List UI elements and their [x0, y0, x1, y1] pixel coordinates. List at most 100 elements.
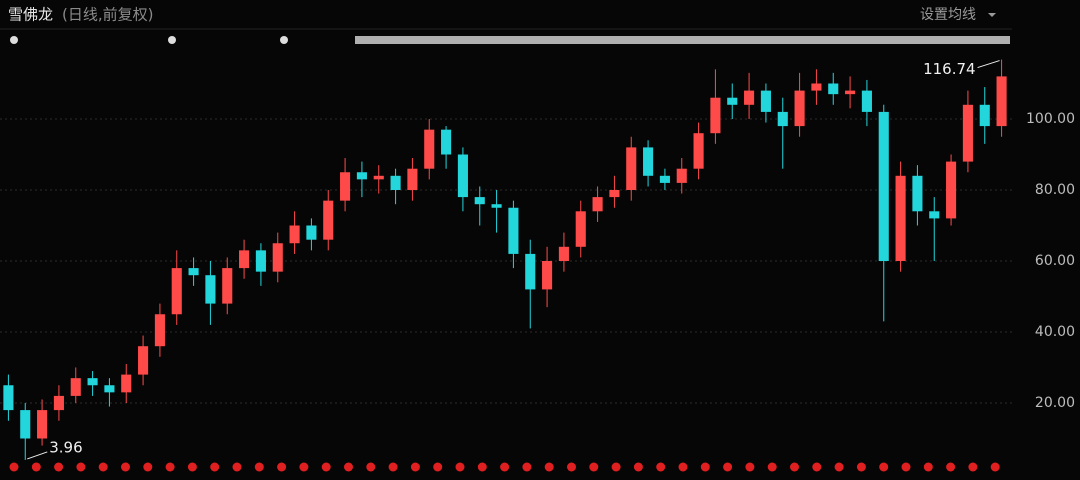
dividend-marker — [477, 462, 487, 472]
candle-body — [895, 175, 906, 261]
dividend-marker — [366, 462, 376, 472]
dividend-marker — [232, 462, 242, 472]
candle-body — [542, 261, 553, 290]
dividend-marker — [321, 462, 331, 472]
dividend-marker — [455, 462, 465, 472]
dividend-marker — [121, 462, 130, 472]
candle-body — [306, 225, 317, 240]
max-annotation: 116.74 — [923, 60, 976, 78]
candle-body — [659, 175, 670, 183]
candle-body — [474, 197, 485, 205]
candle-body — [575, 211, 586, 247]
candle-body — [356, 172, 367, 180]
ma-settings-button[interactable]: 设置均线 — [920, 7, 976, 23]
dividend-marker — [388, 462, 398, 472]
candle-body — [946, 161, 957, 219]
dividend-marker — [834, 462, 844, 472]
dividend-marker — [611, 462, 621, 472]
candle-body — [373, 175, 384, 180]
dividend-marker — [990, 462, 1000, 472]
candle-body — [407, 168, 418, 190]
dividend-marker — [790, 462, 799, 472]
dividend-marker — [433, 462, 443, 472]
candle-body — [87, 378, 98, 386]
dividend-marker — [678, 462, 688, 472]
dividend-marker — [299, 462, 309, 472]
candle-body — [171, 268, 182, 315]
candle-body — [996, 76, 1007, 127]
candle-body — [508, 207, 519, 254]
dividend-marker — [633, 462, 643, 472]
candle-body — [205, 275, 216, 304]
candle-body — [609, 190, 620, 198]
candle-body — [710, 97, 721, 134]
candle-body — [643, 147, 654, 176]
candle-body — [37, 410, 48, 439]
dividend-marker — [98, 462, 108, 472]
candle-body — [138, 346, 149, 375]
dividend-marker — [165, 462, 175, 472]
candle-body — [626, 147, 637, 190]
dividend-marker — [879, 462, 889, 472]
dividend-marker — [946, 462, 956, 472]
dividend-marker — [544, 462, 554, 472]
y-tick-label: 100.00 — [1026, 111, 1075, 127]
y-tick-label: 20.00 — [1035, 395, 1075, 411]
candle-body — [828, 83, 839, 95]
candle-body — [104, 385, 115, 393]
annotation-arrow — [977, 60, 1000, 69]
candle-body — [592, 197, 603, 212]
candle-body — [121, 374, 132, 393]
candle-body — [222, 268, 233, 304]
dividend-marker — [187, 462, 197, 472]
dividend-marker — [723, 462, 733, 472]
candle-body — [929, 211, 940, 219]
dividend-marker — [277, 462, 287, 472]
candle-body — [558, 246, 569, 261]
candle-body — [53, 395, 64, 411]
y-tick-label: 60.00 — [1035, 253, 1075, 269]
candle-body — [3, 385, 14, 411]
dividend-marker — [812, 462, 822, 472]
candle-body — [878, 111, 889, 262]
dividend-marker — [745, 462, 755, 472]
candle-body — [154, 314, 165, 347]
candle-body — [727, 97, 738, 105]
dividend-marker — [344, 462, 353, 472]
min-annotation: 3.96 — [49, 438, 82, 456]
dividend-marker — [410, 462, 420, 472]
candle-body — [20, 410, 31, 439]
dropdown-arrow[interactable] — [988, 13, 996, 17]
candle-body — [491, 204, 502, 208]
y-tick-label: 40.00 — [1035, 324, 1075, 340]
dividend-marker — [54, 462, 64, 472]
dividend-marker — [500, 462, 510, 472]
dividend-marker — [31, 462, 41, 472]
dividend-marker — [9, 462, 19, 472]
dividend-marker — [143, 462, 153, 472]
dividend-marker — [700, 462, 710, 472]
dividend-marker — [923, 462, 933, 472]
candle-body — [777, 111, 788, 127]
candle-body — [525, 253, 536, 290]
dividend-marker — [589, 462, 599, 472]
candle-body — [811, 83, 822, 91]
dividend-marker — [767, 462, 777, 472]
candle-body — [255, 250, 266, 272]
event-marker — [280, 36, 288, 44]
event-marker-band — [355, 36, 1010, 44]
dividend-marker — [522, 462, 532, 472]
candle-body — [457, 154, 468, 198]
dividend-marker — [76, 462, 86, 472]
candle-body — [861, 90, 872, 112]
candle-body — [188, 268, 199, 276]
candle-body — [70, 378, 81, 396]
candle-body — [676, 168, 687, 183]
dividend-marker — [567, 462, 576, 472]
candle-body — [744, 90, 755, 105]
event-marker — [168, 36, 176, 44]
candle-body — [390, 175, 401, 190]
chart-subtitle: (日线,前复权) — [62, 6, 153, 24]
